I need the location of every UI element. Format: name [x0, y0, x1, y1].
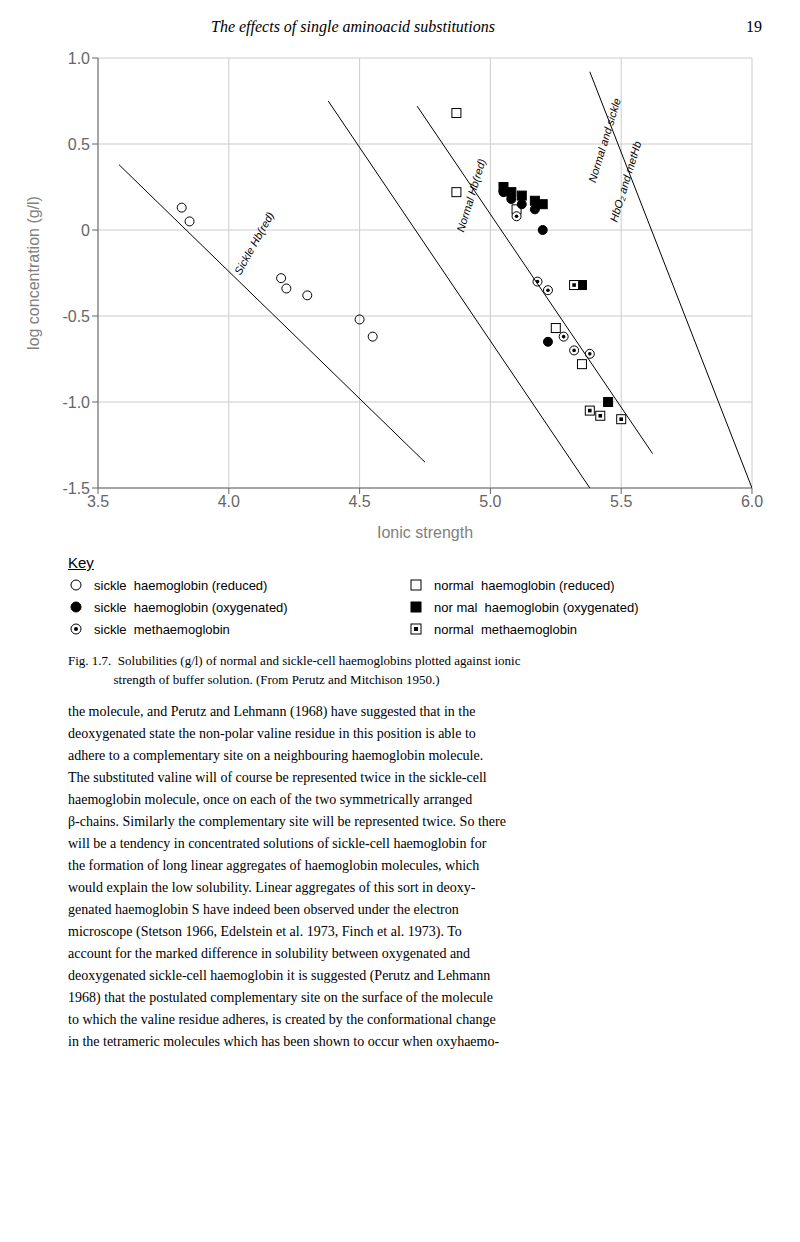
svg-text:6.0: 6.0	[741, 493, 763, 510]
html-text:1968) that the postulated comp: 1968) that the postulated complementary …	[68, 990, 493, 1005]
svg-text:5.5: 5.5	[610, 493, 632, 510]
html-text:The effects of single aminoaci: The effects of single aminoacid substitu…	[211, 18, 495, 35]
html-text:the molecule, and Perutz and L: the molecule, and Perutz and Lehmann (19…	[68, 704, 476, 719]
svg-text:Normal and sickle: Normal and sickle	[586, 97, 623, 184]
svg-text:-1.5: -1.5	[62, 480, 90, 497]
html-text:Fig. 1.7. Solubilities (g/l) o: Fig. 1.7. Solubilities (g/l) of normal a…	[68, 653, 521, 668]
svg-text:Normal Hb(red): Normal Hb(red)	[454, 157, 488, 233]
html-text:the formation of long linear a: the formation of long linear aggregates …	[68, 858, 480, 873]
svg-text:Sickle Hb(red): Sickle Hb(red)	[232, 210, 276, 277]
svg-text:HbO₂ and metHb: HbO₂ and metHb	[607, 140, 643, 224]
svg-text:1.0: 1.0	[68, 50, 90, 67]
svg-text:4.0: 4.0	[218, 493, 240, 510]
html-text:nor mal haemoglobin (oxygenate: nor mal haemoglobin (oxygenated)	[434, 599, 639, 615]
html-text:19: 19	[746, 18, 762, 35]
html-text:account for the marked differe: account for the marked difference in sol…	[68, 946, 471, 961]
html-text:β-chains. Similarly the comple: β-chains. Similarly the complementary si…	[68, 814, 506, 829]
html-text:normal methaemoglobin: normal methaemoglobin	[434, 621, 578, 637]
svg-text:0: 0	[81, 222, 90, 239]
html-text:to which the valine residue ad: to which the valine residue adheres, is …	[68, 1012, 496, 1027]
html-text:The substituted valine will of: The substituted valine will of course be…	[68, 770, 487, 785]
html-text:haemoglobin molecule, once on: haemoglobin molecule, once on each of th…	[68, 792, 473, 807]
html-text:would explain the low solubili: would explain the low solubility. Linear…	[68, 880, 476, 895]
html-text:deoxygenated state the non-pol: deoxygenated state the non-polar valine …	[68, 726, 476, 741]
html-text:adhere to a complementary site: adhere to a complementary site on a neig…	[68, 748, 484, 763]
html-text:sickle haemoglobin (reduced): sickle haemoglobin (reduced)	[94, 577, 268, 593]
html-text:normal haemoglobin (reduced): normal haemoglobin (reduced)	[434, 577, 615, 593]
html-text:genated haemoglobin S have ind: genated haemoglobin S have indeed been o…	[68, 902, 459, 917]
svg-text:-0.5: -0.5	[62, 308, 90, 325]
svg-text:0.5: 0.5	[68, 136, 90, 153]
svg-text:Ionic strength: Ionic strength	[377, 524, 473, 541]
html-text:deoxygenated sickle-cell haemo: deoxygenated sickle-cell haemoglobin it …	[68, 968, 491, 983]
html-text:Key: Key	[68, 554, 94, 571]
html-text:will be a tendency in concentr: will be a tendency in concentrated solut…	[68, 836, 487, 851]
svg-text:log concentration (g/l): log concentration (g/l)	[25, 196, 42, 350]
html-text:sickle haemoglobin (oxygenated: sickle haemoglobin (oxygenated)	[94, 599, 288, 615]
svg-text:-1.0: -1.0	[62, 394, 90, 411]
svg-text:3.5: 3.5	[87, 493, 109, 510]
svg-text:4.5: 4.5	[348, 493, 370, 510]
svg-text:5.0: 5.0	[479, 493, 501, 510]
html-text:microscope (Stetson 1966, Edel: microscope (Stetson 1966, Edelstein et a…	[68, 924, 462, 939]
html-text:sickle methaemoglobin: sickle methaemoglobin	[94, 621, 230, 637]
html-text:strength of buffer solution. (: strength of buffer solution. (From Perut…	[68, 672, 440, 687]
html-text:in the tetrameric molecules wh: in the tetrameric molecules which has be…	[68, 1034, 500, 1049]
